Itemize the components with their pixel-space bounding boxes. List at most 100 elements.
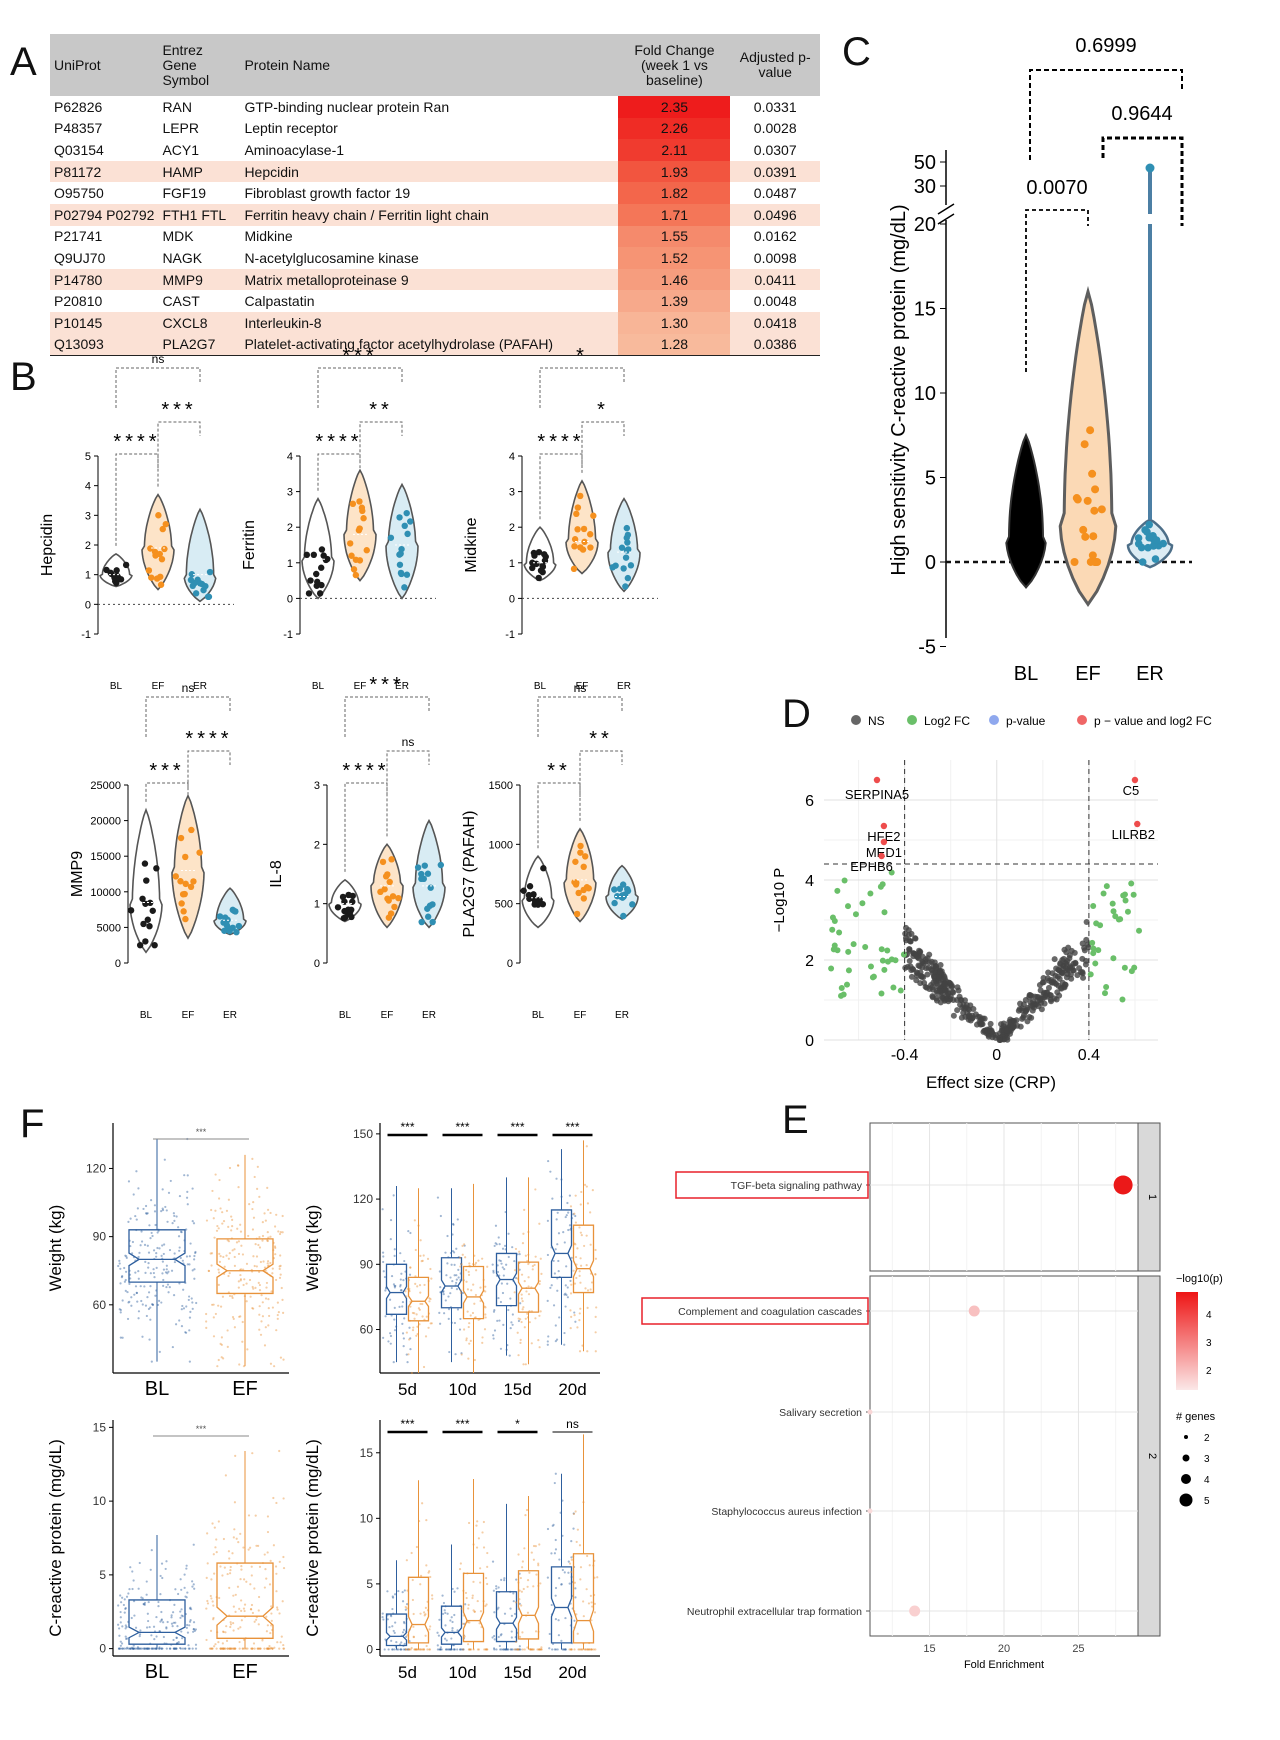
jitter-point: [146, 1647, 149, 1650]
jitter-point: [125, 1637, 128, 1640]
jitter-point: [451, 1626, 454, 1630]
jitter-point: [500, 1648, 503, 1651]
jitter-point: [590, 1281, 594, 1284]
jitter-point: [260, 1320, 263, 1323]
jitter-point: [217, 1283, 220, 1286]
jitter-point: [161, 1576, 164, 1580]
data-point: [206, 568, 214, 576]
data-point: [141, 860, 149, 867]
jitter-point: [464, 1256, 467, 1259]
jitter-point: [465, 1269, 468, 1272]
jitter-point: [445, 1639, 448, 1642]
y-tick-label: 5: [85, 451, 91, 463]
jitter-point: [429, 1575, 432, 1579]
x-tick-label: ER: [1136, 663, 1164, 685]
jitter-point: [419, 1254, 422, 1257]
jitter-point: [219, 1647, 222, 1650]
jitter-point: [423, 1611, 426, 1614]
jitter-point: [533, 1263, 536, 1267]
log2fc-point: [1103, 883, 1110, 890]
jitter-point: [228, 1572, 232, 1575]
jitter-point: [408, 1648, 411, 1651]
jitter-point: [514, 1648, 517, 1651]
jitter-point: [123, 1647, 126, 1650]
jitter-point: [240, 1568, 243, 1571]
color-scale-tick: 2: [1206, 1366, 1212, 1377]
jitter-point: [514, 1640, 518, 1643]
log2fc-point: [859, 900, 866, 907]
jitter-point: [231, 1296, 234, 1300]
jitter-point: [261, 1234, 265, 1238]
sig-point: [1131, 776, 1139, 784]
jitter-point: [159, 1574, 162, 1578]
jitter-point: [166, 1283, 170, 1286]
log2fc-point: [843, 981, 850, 988]
jitter-point: [586, 1554, 589, 1558]
table-row: P20810 CAST Calpastatin 1.39 0.0048: [50, 290, 820, 312]
jitter-point: [229, 1621, 232, 1624]
jitter-point: [446, 1648, 449, 1651]
jitter-point: [563, 1343, 566, 1346]
jitter-point: [399, 1289, 403, 1292]
jitter-point: [134, 1647, 137, 1650]
jitter-point: [453, 1648, 456, 1651]
jitter-point: [589, 1243, 592, 1246]
jitter-point: [118, 1627, 121, 1630]
jitter-point: [467, 1607, 470, 1610]
sig-label: 0.9644: [1111, 103, 1172, 125]
jitter-point: [519, 1341, 522, 1344]
jitter-point: [265, 1615, 268, 1618]
violin-ef: [141, 493, 175, 591]
jitter-point: [276, 1608, 279, 1611]
data-point: [341, 907, 348, 915]
jitter-point: [119, 1267, 122, 1270]
jitter-point: [400, 1648, 403, 1651]
jitter-point: [225, 1254, 228, 1257]
jitter-point: [473, 1358, 476, 1362]
jitter-point: [258, 1195, 261, 1198]
jitter-point: [554, 1548, 558, 1551]
log2fc-point: [890, 984, 897, 991]
jitter-point: [233, 1264, 237, 1267]
jitter-point: [563, 1293, 566, 1296]
box: [128, 1229, 186, 1283]
jitter-point: [151, 1303, 154, 1306]
jitter-point: [227, 1225, 230, 1228]
jitter-point: [387, 1340, 390, 1343]
data-point: [577, 492, 584, 500]
jitter-point: [445, 1274, 448, 1277]
jitter-point: [471, 1596, 474, 1600]
jitter-point: [424, 1335, 428, 1338]
jitter-point: [381, 1208, 384, 1211]
y-tick-label: 2: [805, 953, 814, 970]
jitter-point: [223, 1265, 226, 1268]
jitter-point: [407, 1229, 410, 1233]
jitter-point: [193, 1268, 196, 1271]
jitter-point: [155, 1252, 158, 1255]
jitter-point: [514, 1276, 518, 1280]
jitter-point: [511, 1323, 514, 1326]
x-tick-label: 15: [923, 1643, 935, 1655]
jitter-point: [459, 1562, 462, 1565]
data-point: [590, 512, 597, 519]
y-tick-label: 5: [925, 468, 936, 490]
jitter-point: [147, 1647, 150, 1650]
jitter-point: [185, 1564, 188, 1567]
data-point: [190, 878, 197, 885]
jitter-point: [407, 1648, 410, 1651]
sig-label: ***: [565, 1120, 579, 1134]
jitter-point: [124, 1635, 127, 1638]
data-point: [1138, 558, 1147, 566]
jitter-point: [267, 1647, 270, 1650]
jitter-point: [149, 1306, 152, 1309]
data-point: [577, 544, 584, 551]
jitter-point: [415, 1648, 418, 1651]
jitter-point: [573, 1581, 576, 1584]
jitter-point: [558, 1577, 561, 1580]
jitter-point: [534, 1545, 537, 1548]
jitter-point: [191, 1301, 194, 1304]
y-tick-label: 0: [314, 958, 320, 970]
ns-point: [933, 963, 940, 970]
